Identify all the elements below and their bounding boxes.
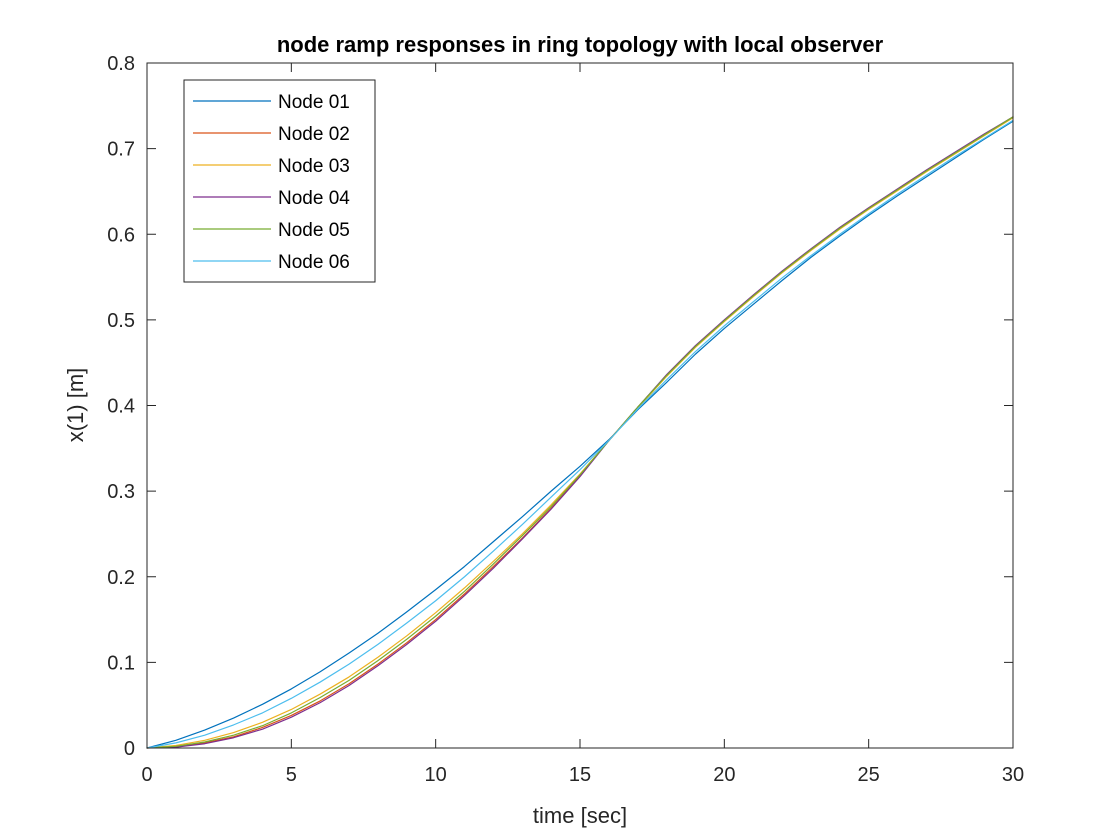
y-tick-label: 0 xyxy=(124,738,135,760)
x-tick-label: 15 xyxy=(569,764,591,786)
y-axis-title: x(1) [m] xyxy=(63,368,88,443)
x-tick-label: 25 xyxy=(858,764,880,786)
series-layer xyxy=(146,116,1014,749)
series-line-06 xyxy=(146,119,1014,749)
series-line-01 xyxy=(146,120,1014,749)
y-tick-label: 0.6 xyxy=(107,224,135,246)
legend-label: Node 01 xyxy=(278,92,350,113)
x-tick-label: 20 xyxy=(713,764,735,786)
y-tick-label: 0.2 xyxy=(107,567,135,589)
series-line-05 xyxy=(146,116,1014,749)
y-tick-label: 0.3 xyxy=(107,481,135,503)
tick-layer: 0 5 10 15 20 25 30 0 0.1 0.2 0.3 0.4 0.5 0.6 0.7 0.8 xyxy=(107,53,1024,786)
y-tick-label: 0.1 xyxy=(107,652,135,674)
x-tick-label: 30 xyxy=(1002,764,1024,786)
y-tick-label: 0.4 xyxy=(107,396,135,418)
x-axis-title: time [sec] xyxy=(533,803,627,828)
legend-label: Node 06 xyxy=(278,252,350,273)
y-tick-label: 0.7 xyxy=(107,139,135,161)
legend: Node 01 Node 02 Node 03 Node 04 Node 05 Node … xyxy=(183,79,376,283)
x-tick-label: 10 xyxy=(425,764,447,786)
chart-title: node ramp responses in ring topology wit… xyxy=(277,32,884,57)
x-tick-label: 0 xyxy=(141,764,152,786)
series-line-04 xyxy=(146,116,1014,749)
legend-box xyxy=(183,79,376,283)
y-tick-label: 0.8 xyxy=(107,53,135,75)
y-tick-label: 0.5 xyxy=(107,310,135,332)
legend-label: Node 04 xyxy=(278,188,350,209)
legend-label: Node 03 xyxy=(278,156,350,177)
x-tick-label: 5 xyxy=(286,764,297,786)
legend-label: Node 02 xyxy=(278,124,350,145)
legend-label: Node 05 xyxy=(278,220,350,241)
